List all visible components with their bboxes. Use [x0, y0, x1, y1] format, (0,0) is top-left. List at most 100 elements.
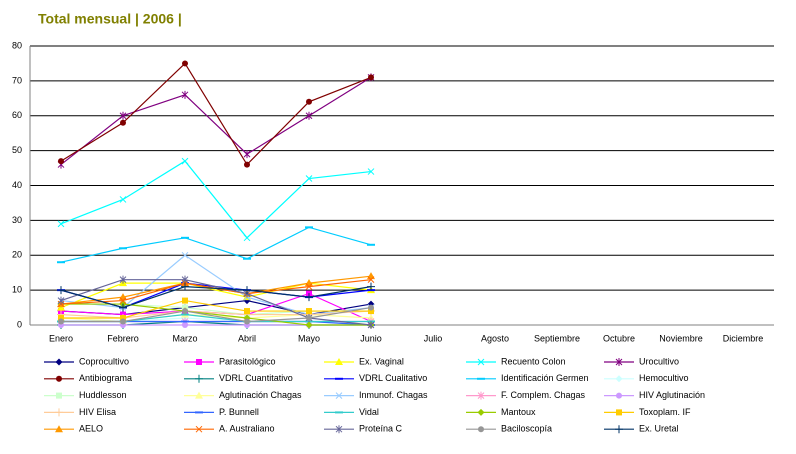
x-tick-label: Noviembre — [659, 333, 703, 343]
marker — [55, 408, 63, 417]
marker — [181, 275, 189, 284]
marker — [182, 322, 188, 328]
series-line — [60, 226, 372, 263]
marker — [367, 272, 375, 280]
marker — [616, 392, 622, 399]
marker — [305, 293, 313, 302]
legend-label: Parasitológico — [219, 356, 276, 366]
legend-label: Toxoplam. IF — [639, 407, 691, 417]
marker — [181, 90, 189, 99]
marker — [306, 315, 312, 322]
legend-label: AELO — [79, 424, 103, 434]
y-tick-label: 40 — [12, 180, 22, 190]
marker — [368, 304, 374, 311]
marker — [119, 111, 127, 120]
x-tick-label: Abril — [238, 333, 256, 343]
marker — [335, 425, 343, 434]
y-tick-label: 50 — [12, 145, 22, 155]
marker — [244, 318, 250, 325]
marker — [477, 408, 485, 416]
marker — [195, 374, 203, 383]
marker — [119, 303, 127, 312]
marker — [243, 150, 251, 159]
legend-label: VDRL Cualitativo — [359, 373, 427, 383]
y-tick-label: 80 — [12, 40, 22, 50]
marker — [119, 196, 127, 203]
x-tick-label: Septiembre — [534, 333, 580, 343]
marker — [243, 234, 251, 242]
marker — [244, 308, 250, 315]
y-tick-label: 10 — [12, 285, 22, 295]
legend-label: Coprocultivo — [79, 356, 129, 366]
marker — [181, 282, 189, 291]
marker — [367, 321, 375, 329]
marker — [56, 375, 62, 382]
legend-label: VDRL Cuantitativo — [219, 373, 293, 383]
x-tick-label: Junio — [360, 333, 382, 343]
legend-label: Identificación Germen — [501, 373, 589, 383]
legend-label: F. Complem. Chagas — [501, 390, 586, 400]
x-tick-label: Mayo — [298, 333, 320, 343]
marker — [58, 315, 64, 322]
legend-label: HIV Aglutinación — [639, 390, 705, 400]
marker — [616, 409, 622, 416]
series-line — [60, 279, 372, 326]
legend-label: P. Bunnell — [219, 407, 259, 417]
series-line — [61, 306, 372, 323]
legend-label: Recuento Colon — [501, 356, 566, 366]
marker — [55, 425, 63, 433]
marker — [120, 318, 126, 325]
marker — [57, 286, 65, 295]
marker — [182, 60, 188, 67]
marker — [615, 425, 623, 434]
legend-label: Ex. Vaginal — [359, 356, 404, 366]
series-line — [60, 282, 372, 309]
y-tick-label: 0 — [17, 319, 22, 329]
marker — [306, 308, 312, 315]
marker — [196, 359, 202, 365]
marker — [195, 391, 203, 399]
marker — [120, 119, 126, 126]
legend-label: Aglutinación Chagas — [219, 390, 302, 400]
y-tick-label: 70 — [12, 75, 22, 85]
legend-label: Proteína C — [359, 424, 403, 434]
marker — [120, 315, 126, 322]
legend-label: HIV Elisa — [79, 407, 116, 417]
marker — [367, 168, 375, 175]
series-line — [60, 160, 372, 239]
marker — [181, 251, 189, 259]
marker — [57, 296, 65, 305]
marker — [335, 392, 343, 399]
marker — [305, 175, 313, 182]
legend-label: Huddlesson — [79, 390, 127, 400]
marker — [57, 220, 65, 228]
series-line — [60, 76, 372, 166]
legend-label: Baciloscopía — [501, 424, 552, 434]
x-tick-label: Octubre — [603, 333, 635, 343]
legend-label: Inmunof. Chagas — [359, 390, 428, 400]
legend-label: Ex. Uretal — [639, 424, 679, 434]
marker — [368, 74, 374, 81]
series-line — [61, 299, 371, 319]
marker — [477, 358, 485, 366]
legend-label: Antibiograma — [79, 373, 132, 383]
x-tick-label: Julio — [424, 333, 443, 343]
series-line — [60, 286, 372, 309]
series-line — [60, 62, 372, 166]
legend-label: Vidal — [359, 407, 379, 417]
marker — [244, 161, 250, 168]
marker — [367, 282, 375, 291]
marker — [56, 392, 62, 399]
legend-label: A. Australiano — [219, 424, 275, 434]
marker — [306, 98, 312, 105]
marker — [305, 283, 313, 290]
marker — [55, 358, 63, 366]
marker — [243, 286, 251, 295]
legend-label: Hemocultivo — [639, 373, 689, 383]
legend-label: Mantoux — [501, 407, 536, 417]
y-tick-label: 60 — [12, 110, 22, 120]
marker — [181, 157, 189, 165]
marker — [367, 276, 375, 284]
marker — [182, 297, 188, 304]
